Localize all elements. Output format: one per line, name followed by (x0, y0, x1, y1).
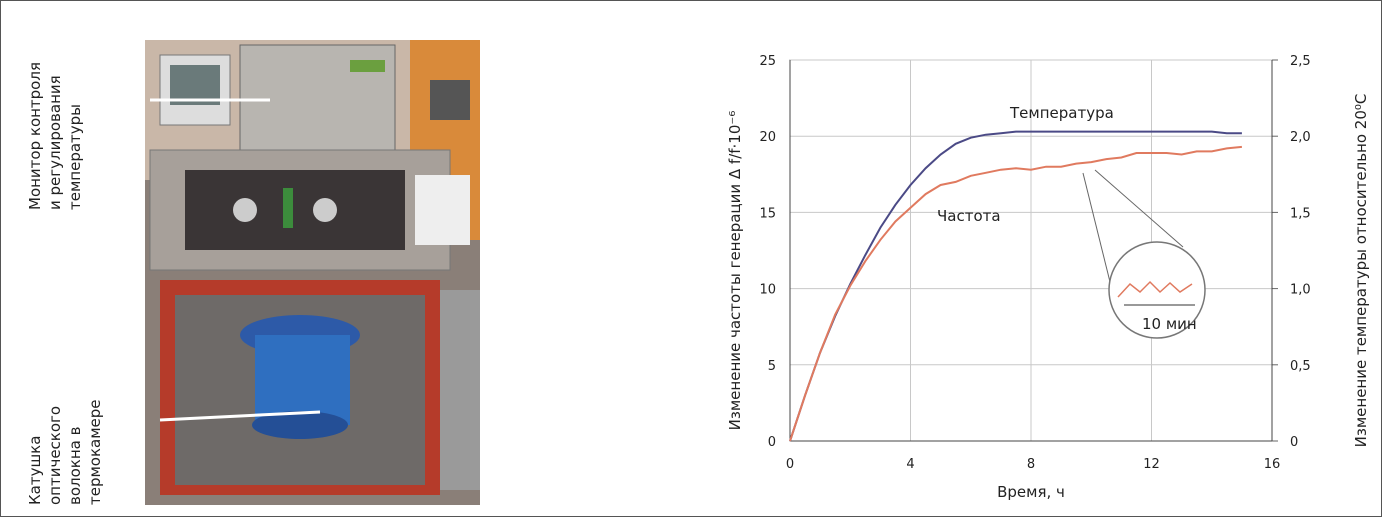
y-tick-label: 10 (759, 283, 776, 298)
photo-label: температуры (66, 104, 84, 210)
photo-label: волокна в (66, 427, 84, 505)
photo-label: термокамере (86, 399, 104, 505)
y-tick-label: 20 (759, 130, 776, 145)
x-tick-label: 16 (1264, 457, 1281, 472)
y-tick-label: 15 (759, 206, 776, 221)
photo-label: оптического (46, 406, 64, 505)
photo-label: и регулирования (46, 75, 64, 210)
annotation: Температура (1009, 104, 1114, 122)
series-line (789, 145, 1242, 442)
y-tick-label: 0 (768, 435, 776, 450)
annotation: Частота (937, 207, 1001, 225)
y2-tick-label: 1,5 (1290, 206, 1311, 221)
y2-axis-label: Изменение температуры относительно 20⁰C (1352, 94, 1370, 448)
callout-line (1082, 172, 1113, 291)
y-tick-label: 5 (768, 359, 776, 374)
photo-label: Катушка (26, 436, 44, 505)
x-axis-label: Время, ч (997, 483, 1065, 501)
y-axis-label: Изменение частоты генерации Δ f/f·10⁻⁶ (726, 111, 744, 431)
y-tick-label: 25 (759, 54, 776, 69)
magnified-trace (1117, 280, 1193, 298)
y2-tick-label: 1,0 (1290, 283, 1311, 298)
x-tick-label: 4 (906, 457, 914, 472)
x-tick-label: 12 (1143, 457, 1160, 472)
y2-tick-label: 2,0 (1290, 130, 1311, 145)
x-tick-label: 8 (1027, 457, 1035, 472)
y2-tick-label: 0 (1290, 435, 1298, 450)
callout-line (1094, 169, 1184, 248)
series-line (789, 130, 1242, 442)
y2-tick-label: 2,5 (1290, 54, 1311, 69)
x-tick-label: 0 (786, 457, 794, 472)
photo-label: Монитор контроля (26, 62, 44, 210)
photo (145, 40, 480, 505)
annotation: 10 мин (1142, 315, 1197, 333)
y2-tick-label: 0,5 (1290, 359, 1311, 374)
